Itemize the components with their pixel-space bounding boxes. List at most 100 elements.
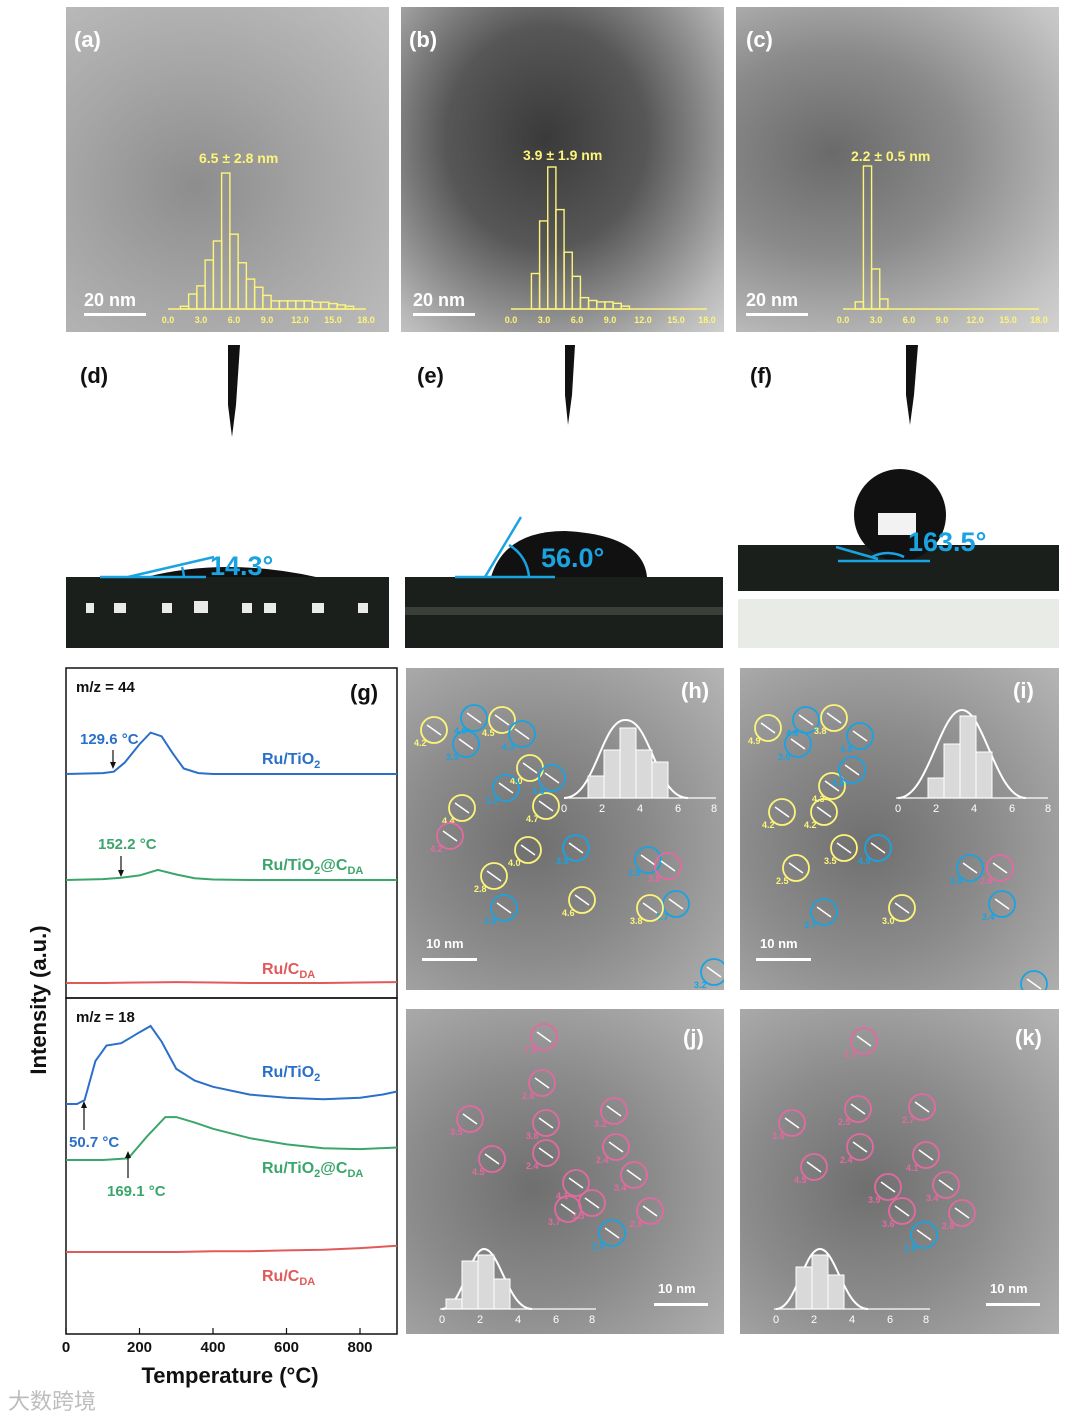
histogram-bar [303, 300, 314, 310]
histogram-c-xticks: 0.0 3.0 6.0 9.0 12.0 15.0 18.0 [837, 315, 1048, 325]
panel-i-hrtem: (i) 4.9 4.6 3.8 3.0 4.3 4.8 4.5 4.2 4.2 3.5 2.5 4.9… [740, 668, 1059, 990]
hist-a-tick: 15.0 [324, 315, 342, 325]
panel-f-drawing [738, 345, 1059, 648]
particle-marker [634, 846, 662, 874]
panel-a-histogram: 0.0 3.0 6.0 9.0 12.0 15.0 18.0 [162, 172, 375, 325]
tangent [835, 545, 879, 561]
hist-b-tick: 12.0 [634, 315, 652, 325]
histogram-bar [278, 300, 289, 310]
particle-size-label: 4.3 [502, 742, 515, 752]
particle-size-label: 2.4 [840, 1155, 853, 1165]
particle-size-label: 3.5 [450, 1127, 463, 1137]
particle-marker [562, 834, 590, 862]
x-tick: 600 [274, 1339, 299, 1356]
histogram-bar [555, 208, 565, 310]
particle-size-label: 4.8 [840, 744, 853, 754]
particle-marker [784, 730, 812, 758]
x-axis-ticks [65, 1328, 361, 1334]
panel-i-particles: 4.94.6 3.83.04.34.84.54.2 4.23.52.54.93.83… [748, 704, 1048, 990]
particle-size-label: 2.8 [474, 884, 487, 894]
panel-i-inset-histogram: 0 2 4 6 8 [895, 708, 1051, 815]
histogram-bar [311, 301, 322, 310]
particle-size-label: 4.9 [748, 736, 761, 746]
particle-size-label: 4.7 [526, 814, 539, 824]
panel-b-label: (b) [409, 27, 438, 52]
hist-a-tick: 6.0 [228, 315, 241, 325]
inset-h-tick: 2 [599, 803, 605, 815]
label-ru-cda-44: Ru/CDA [262, 961, 315, 981]
inset-i-tick: 0 [895, 803, 901, 815]
particle-size-label: 3.2 [486, 796, 499, 806]
particle-size-label: 4.2 [430, 844, 443, 854]
histogram-bar [229, 233, 239, 310]
particle-size-label: 3.6 [772, 1131, 785, 1141]
histogram-bar [596, 301, 606, 310]
panel-f-contact-angle: (f) 163.5° [738, 345, 1059, 648]
particle-size-label: 2.6 [980, 876, 993, 886]
particle-size-label: 3.8 [556, 856, 569, 866]
particle-size-label: 3.7 [804, 920, 817, 930]
x-tick: 0 [62, 1339, 70, 1356]
particle-marker [620, 1161, 648, 1189]
inset-k-tick: 6 [887, 1314, 893, 1326]
particle-size-label: 3.5 [824, 856, 837, 866]
particle-marker [888, 894, 916, 922]
particle-marker [508, 720, 536, 748]
particle-marker [492, 774, 520, 802]
particle-marker [778, 1109, 806, 1137]
hist-c-tick: 18.0 [1030, 315, 1048, 325]
histogram-bar [563, 251, 573, 310]
inset-j-tick: 2 [477, 1314, 483, 1326]
annotation-152: 152.2 °C [98, 836, 157, 853]
gaussian-fit [441, 1247, 533, 1310]
particle-marker [846, 1133, 874, 1161]
particle-size-label: 7.9 [524, 1045, 537, 1055]
panel-h-label: (h) [681, 678, 710, 703]
panel-j-particles: 7.92.63.53.24.53.82.44.13.32.43.72.02.83… [450, 1023, 664, 1251]
panel-h-particles: 4.24.9 4.53.54.34.03.24.44.24.72.84.0 3.82… [414, 704, 724, 990]
particle-size-label: 4.4 [442, 816, 455, 826]
particle-marker [654, 852, 682, 880]
panel-g-label: (g) [350, 680, 378, 705]
particle-size-label: 2.8 [630, 1219, 643, 1229]
panel-j-label: (j) [683, 1025, 704, 1050]
inset-i-tick: 8 [1045, 803, 1051, 815]
particle-size-label: 3.8 [526, 1131, 539, 1141]
watermark: 大数跨境 [8, 1390, 97, 1415]
particle-size-label: 4.5 [472, 1167, 485, 1177]
particle-size-label: 3.2 [694, 980, 707, 990]
inset-k-tick: 4 [849, 1314, 855, 1326]
inset-h-tick: 6 [675, 803, 681, 815]
particle-marker [820, 704, 848, 732]
particle-size-label: 2.8 [628, 868, 641, 878]
histogram-bar [328, 302, 338, 310]
particle-marker [514, 836, 542, 864]
panel-c-tem-image: (c) 2.2 ± 0.5 nm 0.0 3.0 6.0 9.0 12.0 15… [736, 7, 1059, 332]
tangent [483, 516, 523, 578]
inset-h-tick: 4 [637, 803, 643, 815]
particle-size-label: 2.5 [838, 1117, 851, 1127]
panel-c-scalebar [746, 313, 808, 316]
panel-c-histogram: 0.0 3.0 6.0 9.0 12.0 15.0 18.0 [837, 165, 1048, 325]
particle-size-label: 3.4 [982, 912, 995, 922]
histogram-bar [870, 268, 881, 310]
particle-marker [912, 1141, 940, 1169]
particle-marker [532, 1109, 560, 1137]
particle-marker [874, 1173, 902, 1201]
angle-arc [871, 551, 905, 559]
panel-h-scalebar [422, 958, 477, 961]
particle-marker [420, 716, 448, 744]
panel-j-inset-histogram: 0 2 4 6 8 [439, 1247, 596, 1326]
panel-b-size-text: 3.9 ± 1.9 nm [523, 147, 603, 163]
histogram-bar [579, 296, 590, 310]
series-line [66, 981, 398, 984]
hist-b-tick: 3.0 [538, 315, 551, 325]
needle [565, 345, 575, 425]
histogram-a-bars [168, 172, 366, 310]
chart-bottom-frame [65, 997, 398, 1335]
particle-marker [488, 706, 516, 734]
angle-arc [180, 566, 186, 578]
histogram-bar [854, 301, 865, 310]
panel-k-scalebar [986, 1303, 1040, 1306]
panel-k-particles: 2.7 2.5 3.6 2.7 4.5 2.4 4.1 3.9 3.6 3.4 2.8 2.8 [772, 1027, 976, 1253]
